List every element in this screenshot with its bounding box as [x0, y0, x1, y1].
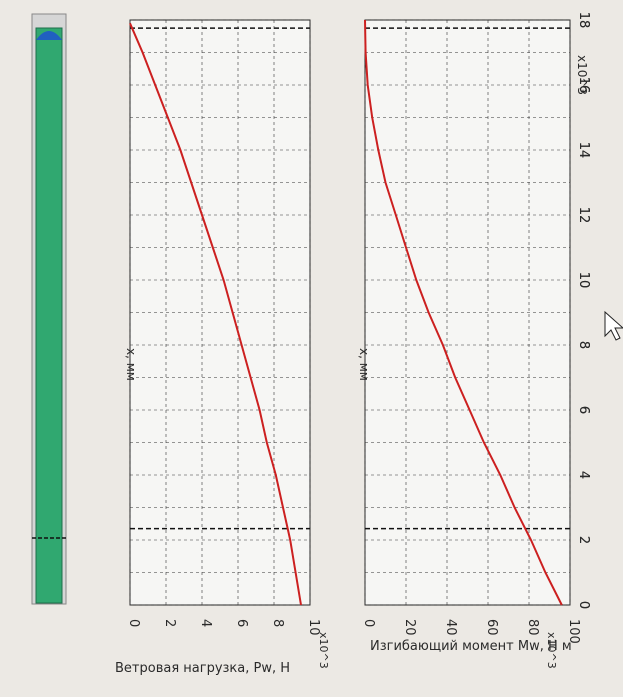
x-tick-label: 2	[576, 536, 591, 544]
wind-load-chart: 0 2 4 6 8 10 12 14 16 18 0 2 4 6 8 10 x, мм x10^3 Ветр…	[115, 12, 591, 676]
y-tick-labels: 0 20 40 60 80 100	[361, 619, 581, 644]
series-line	[129, 22, 302, 606]
x-tick-label: 18	[576, 12, 591, 29]
grid	[129, 19, 311, 606]
dashed-markers	[130, 27, 310, 530]
x-tick-label: 6	[576, 406, 591, 414]
x-axis-label: x, мм	[357, 348, 371, 381]
y-tick-label: 6	[234, 619, 249, 627]
bending-moment-chart: 0 2 4 6 8 10 12 14 16 18 0 20 40 60 80 100 x, мм x10^3…	[357, 12, 591, 669]
x-tick-label: 0	[576, 601, 591, 609]
y-axis-label: Изгибающий момент Mw, Н м	[370, 639, 572, 654]
x-tick-label: 16	[576, 77, 591, 94]
y-multiplier: x10^3	[545, 632, 558, 669]
mouse-cursor-icon	[604, 310, 623, 341]
x-tick-label: 10	[576, 272, 591, 289]
y-tick-label: 60	[484, 619, 499, 636]
y-tick-label: 10	[306, 619, 321, 636]
x-tick-label: 14	[576, 142, 591, 159]
y-axis-label: Ветровая нагрузка, Pw, Н	[115, 661, 290, 676]
y-tick-labels: 0 2 4 6 8 10	[126, 619, 321, 636]
x-tick-label: 2	[576, 536, 591, 544]
x-tick-label: 18	[576, 12, 591, 29]
y-tick-label: 20	[402, 619, 417, 636]
y-tick-label: 100	[566, 619, 581, 644]
x-tick-label: 16	[576, 77, 591, 94]
x-multiplier: x10^3	[575, 55, 589, 95]
y-tick-label: 4	[198, 619, 213, 627]
grid	[364, 19, 571, 606]
x-tick-label: 12	[576, 207, 591, 224]
column-illustration	[31, 13, 67, 605]
y-tick-label: 2	[162, 619, 177, 627]
x-axis-label: x, мм	[124, 348, 138, 381]
x-tick-label: 6	[576, 406, 591, 414]
y-tick-label: 80	[525, 619, 540, 636]
x-tick-label: 8	[576, 341, 591, 349]
x-tick-label: 0	[576, 601, 591, 609]
column-body	[35, 27, 63, 604]
x-tick-label: 10	[576, 272, 591, 289]
x-tick-label: 12	[576, 207, 591, 224]
x-tick-labels: 0 2 4 6 8 10 12 14 16 18	[576, 12, 591, 609]
y-multiplier: x10^3	[317, 632, 330, 669]
y-tick-label: 0	[126, 619, 141, 627]
x-tick-label: 4	[576, 471, 591, 479]
column-cap	[36, 31, 62, 40]
y-tick-label: 40	[443, 619, 458, 636]
y-tick-label: 8	[270, 619, 285, 627]
series-line	[364, 19, 563, 606]
x-tick-label: 4	[576, 471, 591, 479]
x-tick-labels: 0 2 4 6 8 10 12 14 16 18	[576, 12, 591, 609]
y-tick-label: 0	[361, 619, 376, 627]
x-tick-label: 8	[576, 341, 591, 349]
x-tick-label: 14	[576, 142, 591, 159]
dashed-markers	[365, 27, 570, 530]
